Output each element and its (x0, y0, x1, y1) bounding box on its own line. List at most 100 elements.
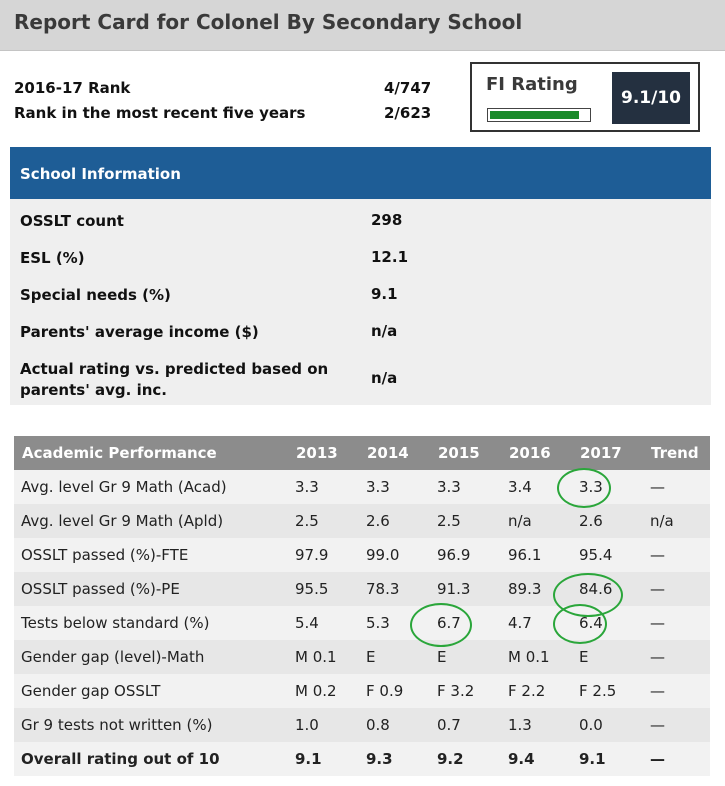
table-cell: 84.6 (572, 572, 643, 606)
table-cell: n/a (643, 504, 710, 538)
table-row: Avg. level Gr 9 Math (Apld) 2.5 2.6 2.5 n/a 2… (14, 504, 710, 538)
fi-rating-label: FI Rating (486, 74, 578, 95)
table-cell: 2.5 (288, 504, 359, 538)
table-cell: — (643, 606, 710, 640)
table-cell: — (643, 572, 710, 606)
table-cell: 3.3 (430, 470, 501, 504)
table-cell: 9.4 (501, 742, 572, 776)
table-row: Gender gap (level)-Math M 0.1 E E M 0.1 E — (14, 640, 710, 674)
academic-performance-table: Academic Performance 2013 2014 2015 2016… (14, 436, 710, 776)
table-cell: M 0.2 (288, 674, 359, 708)
table-row: OSSLT passed (%)-FTE 97.9 99.0 96.9 96.1 95.4… (14, 538, 710, 572)
info-label-actual-vs-predicted: Actual rating vs. predicted based on par… (20, 360, 329, 399)
row-label: OSSLT passed (%)-FTE (14, 538, 288, 572)
table-cell: — (643, 742, 710, 776)
table-cell: 0.0 (572, 708, 643, 742)
column-header: 2014 (359, 436, 430, 470)
table-cell: 3.3 (359, 470, 430, 504)
table-cell: — (643, 708, 710, 742)
row-label: Avg. level Gr 9 Math (Apld) (14, 504, 288, 538)
table-cell: 89.3 (501, 572, 572, 606)
column-header: 2013 (288, 436, 359, 470)
rank-row-2016-17: 2016-17 Rank (14, 79, 130, 97)
table-cell: 9.1 (288, 742, 359, 776)
rank-value: 4/747 (384, 79, 432, 97)
table-row: Overall rating out of 10 9.1 9.3 9.2 9.4 9.1— (14, 742, 710, 776)
table-cell: 1.0 (288, 708, 359, 742)
table-header-row: Academic Performance 2013 2014 2015 2016… (14, 436, 710, 470)
info-label-osslt-count: OSSLT count (20, 212, 124, 230)
table-cell: M 0.1 (501, 640, 572, 674)
table-cell: — (643, 674, 710, 708)
row-label: Overall rating out of 10 (14, 742, 288, 776)
table-row: Tests below standard (%) 5.4 5.3 6.7 4.7 6.4— (14, 606, 710, 640)
table-cell: 99.0 (359, 538, 430, 572)
info-label-parents-income: Parents' average income ($) (20, 323, 259, 341)
table-cell: F 2.2 (501, 674, 572, 708)
table-cell: 91.3 (430, 572, 501, 606)
rank-label: 2016-17 Rank (14, 79, 131, 97)
info-label-special-needs: Special needs (%) (20, 286, 171, 304)
table-cell: 3.4 (501, 470, 572, 504)
table-row: Gender gap OSSLT M 0.2 F 0.9 F 3.2 F 2.2 F 2.… (14, 674, 710, 708)
table-cell: 78.3 (359, 572, 430, 606)
table-cell: 3.3 (288, 470, 359, 504)
table-cell: 95.4 (572, 538, 643, 572)
row-label: Gender gap (level)-Math (14, 640, 288, 674)
table-row: Avg. level Gr 9 Math (Acad) 3.3 3.3 3.3 3.4 3… (14, 470, 710, 504)
info-value-osslt-count: 298 (371, 211, 403, 229)
table-cell: F 2.5 (572, 674, 643, 708)
school-info-header: School Information (10, 147, 711, 199)
table-cell: 3.3 (572, 470, 643, 504)
table-row: OSSLT passed (%)-PE 95.5 78.3 91.3 89.3 84.6— (14, 572, 710, 606)
row-label: Gr 9 tests not written (%) (14, 708, 288, 742)
page-title: Report Card for Colonel By Secondary Sch… (14, 10, 523, 34)
column-header: 2016 (501, 436, 572, 470)
rank-row-five-years: Rank in the most recent five years (14, 104, 306, 122)
table-cell: 95.5 (288, 572, 359, 606)
table-cell: 4.7 (501, 606, 572, 640)
table-cell: 6.4 (572, 606, 643, 640)
table-cell: M 0.1 (288, 640, 359, 674)
table-cell: 96.9 (430, 538, 501, 572)
table-cell: 5.3 (359, 606, 430, 640)
table-cell: E (430, 640, 501, 674)
table-cell: 0.8 (359, 708, 430, 742)
row-label: OSSLT passed (%)-PE (14, 572, 288, 606)
fi-rating-bar (487, 108, 591, 122)
fi-rating-bar-fill (490, 111, 580, 119)
table-cell: — (643, 640, 710, 674)
table-cell: 2.6 (572, 504, 643, 538)
table-cell: 9.2 (430, 742, 501, 776)
fi-rating-score: 9.1/10 (612, 72, 690, 124)
table-cell: E (359, 640, 430, 674)
info-value-esl: 12.1 (371, 248, 409, 266)
table-cell: n/a (501, 504, 572, 538)
column-header: 2017 (572, 436, 643, 470)
info-value-special-needs: 9.1 (371, 285, 398, 303)
table-cell: 0.7 (430, 708, 501, 742)
column-header: 2015 (430, 436, 501, 470)
info-value-parents-income: n/a (371, 322, 398, 340)
table-cell: 2.5 (430, 504, 501, 538)
table-cell: 5.4 (288, 606, 359, 640)
row-label: Gender gap OSSLT (14, 674, 288, 708)
rank-label: Rank in the most recent five years (14, 104, 306, 122)
table-cell: F 0.9 (359, 674, 430, 708)
school-info-title: School Information (20, 165, 181, 183)
table-cell: 2.6 (359, 504, 430, 538)
table-row: Gr 9 tests not written (%) 1.0 0.8 0.7 1.3 0.… (14, 708, 710, 742)
table-cell: 9.3 (359, 742, 430, 776)
rank-value: 2/623 (384, 104, 432, 122)
title-bar: Report Card for Colonel By Secondary Sch… (0, 0, 725, 51)
table-cell: 97.9 (288, 538, 359, 572)
column-header: Academic Performance (14, 436, 288, 470)
table-cell: — (643, 470, 710, 504)
table-cell: 96.1 (501, 538, 572, 572)
info-label-esl: ESL (%) (20, 249, 85, 267)
table-cell: 6.7 (430, 606, 501, 640)
table-cell: 1.3 (501, 708, 572, 742)
column-header: Trend (643, 436, 710, 470)
info-value-actual-vs-predicted: n/a (371, 369, 398, 387)
table-cell: 9.1 (572, 742, 643, 776)
